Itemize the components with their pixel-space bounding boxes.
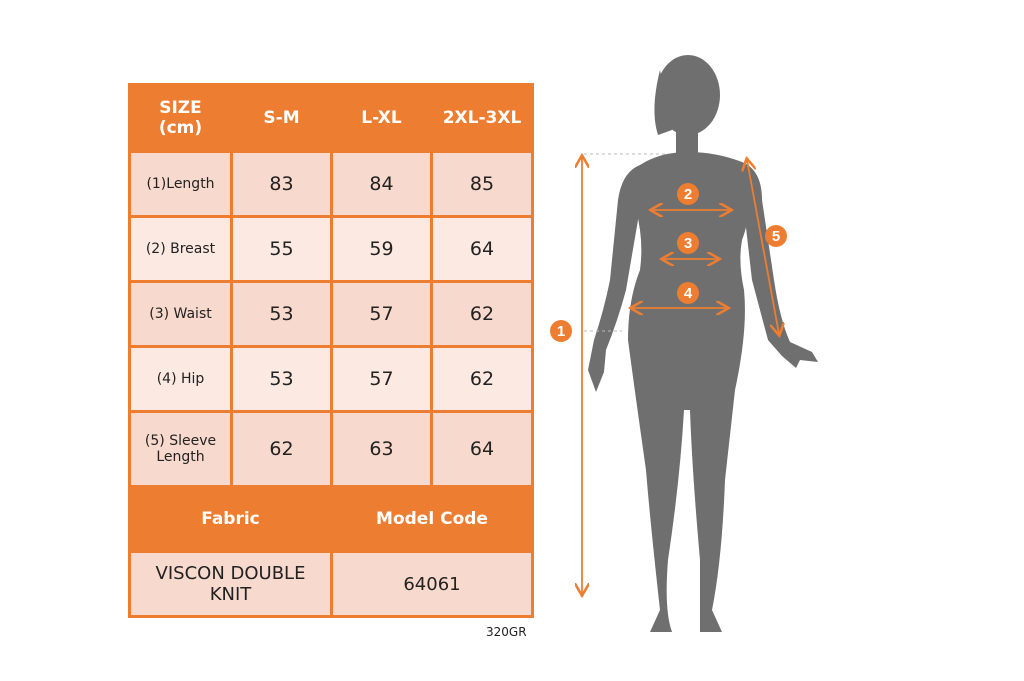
cell: 62 [230, 410, 333, 488]
cell: 57 [330, 280, 433, 348]
cell: 62 [430, 345, 534, 413]
svg-text:1: 1 [557, 323, 565, 340]
marker-5: 5 [765, 225, 787, 247]
marker-1: 1 [550, 320, 572, 342]
cell: 84 [330, 150, 433, 218]
svg-text:4: 4 [684, 285, 693, 302]
fabric-line: KNIT [209, 584, 252, 605]
cell: 83 [230, 150, 333, 218]
fabric-header-row: Fabric Model Code [128, 485, 534, 553]
fabric-header: Fabric [128, 485, 333, 553]
col-header-s-m: S-M [230, 83, 333, 153]
row-label: (3) Waist [128, 280, 233, 348]
measurement-guides [582, 157, 779, 594]
cell: 59 [330, 215, 433, 283]
model-code-value: 64061 [330, 550, 534, 618]
header-row: SIZE (cm) S-M L-XL 2XL-3XL [128, 83, 534, 153]
cell: 55 [230, 215, 333, 283]
row-label: (4) Hip [128, 345, 233, 413]
svg-text:5: 5 [772, 228, 780, 245]
cell: 85 [430, 150, 534, 218]
table-row: (5) Sleeve Length 62 63 64 [128, 410, 534, 488]
svg-text:3: 3 [684, 235, 692, 252]
table-row: (2) Breast 55 59 64 [128, 215, 534, 283]
row-label: (5) Sleeve Length [128, 410, 233, 488]
cell: 57 [330, 345, 433, 413]
size-header: SIZE (cm) [128, 83, 233, 153]
guide-dashes [584, 153, 668, 332]
table-row: (4) Hip 53 57 62 [128, 345, 534, 413]
fabric-value: VISCON DOUBLE KNIT [128, 550, 333, 618]
model-code-header: Model Code [330, 485, 534, 553]
fabric-line: VISCON DOUBLE [155, 563, 306, 584]
cell: 62 [430, 280, 534, 348]
cell: 64 [430, 215, 534, 283]
marker-3: 3 [677, 232, 699, 254]
table-row: (1)Length 83 84 85 [128, 150, 534, 218]
unit-label: (cm) [158, 118, 203, 138]
footnote: 320GR [486, 625, 527, 639]
row-label: (1)Length [128, 150, 233, 218]
cell: 53 [230, 345, 333, 413]
size-label: SIZE [159, 98, 202, 118]
marker-4: 4 [677, 282, 699, 304]
row-label-line: (5) Sleeve [144, 433, 217, 449]
marker-2: 2 [677, 183, 699, 205]
sleeve-arrow [747, 160, 779, 334]
size-chart-table: SIZE (cm) S-M L-XL 2XL-3XL (1)Length 83 8… [128, 83, 534, 618]
measurement-markers: 1 2 3 4 5 [550, 183, 787, 342]
svg-text:2: 2 [684, 186, 692, 203]
cell: 63 [330, 410, 433, 488]
woman-silhouette [588, 55, 818, 632]
fabric-row: VISCON DOUBLE KNIT 64061 [128, 550, 534, 618]
row-label-line: Length [156, 449, 205, 465]
row-label: (2) Breast [128, 215, 233, 283]
table-row: (3) Waist 53 57 62 [128, 280, 534, 348]
col-header-l-xl: L-XL [330, 83, 433, 153]
col-header-2xl-3xl: 2XL-3XL [430, 83, 534, 153]
cell: 53 [230, 280, 333, 348]
cell: 64 [430, 410, 534, 488]
